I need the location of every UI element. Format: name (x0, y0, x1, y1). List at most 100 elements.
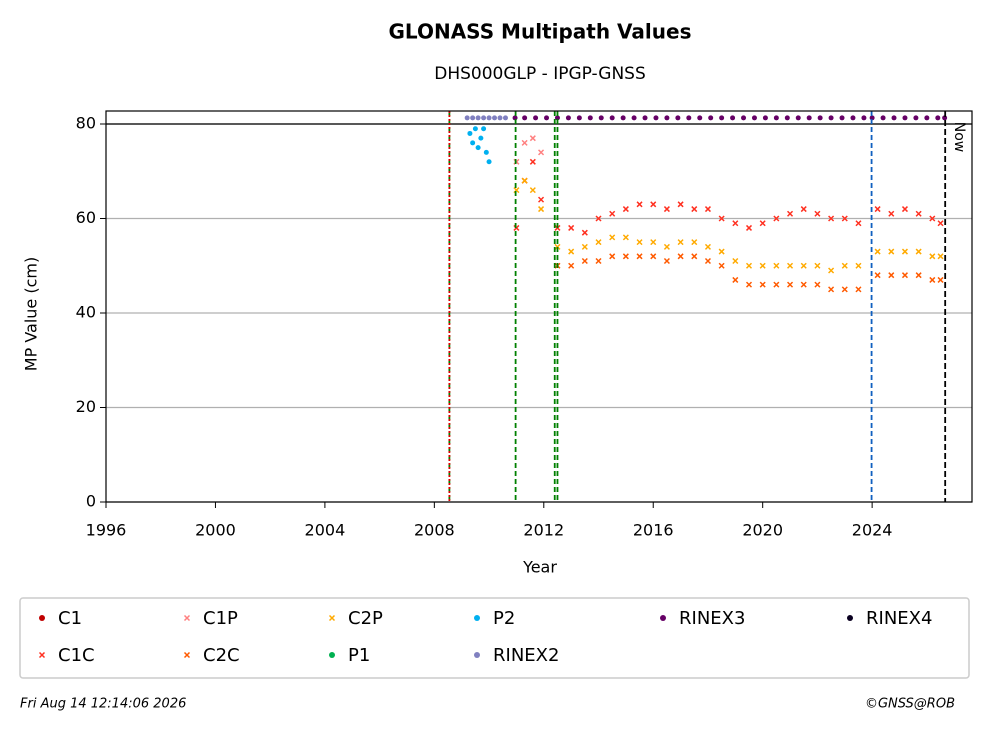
data-point (841, 215, 848, 222)
data-point (730, 115, 736, 121)
data-point (483, 149, 489, 155)
data-point (521, 139, 528, 146)
data-point (609, 253, 616, 260)
data-point (924, 115, 930, 121)
data-point (901, 272, 908, 279)
y-tick-label: 60 (76, 208, 96, 227)
data-point (828, 286, 835, 293)
data-point (937, 220, 944, 227)
data-point (486, 115, 492, 121)
data-point (492, 115, 498, 121)
data-point (855, 220, 862, 227)
x-tick-label: 2016 (633, 521, 674, 540)
data-point (598, 115, 604, 121)
data-point (874, 248, 881, 255)
data-point (565, 115, 571, 121)
data-point (650, 201, 657, 208)
legend-marker (660, 615, 666, 621)
data-point (704, 206, 711, 213)
data-point (745, 281, 753, 288)
data-point (741, 115, 747, 121)
data-point (581, 229, 588, 236)
data-point (874, 272, 881, 279)
data-point (538, 196, 545, 203)
data-point (475, 115, 481, 121)
data-point (544, 115, 550, 121)
legend-label: RINEX2 (493, 645, 559, 666)
data-point (568, 248, 575, 255)
data-point (486, 159, 492, 165)
data-point (677, 253, 684, 260)
data-point (902, 115, 908, 121)
data-point (595, 215, 602, 222)
data-point (538, 206, 545, 213)
x-tick-label: 2004 (305, 521, 346, 540)
data-point (595, 257, 602, 265)
legend-label: RINEX3 (679, 608, 745, 629)
data-point (691, 239, 698, 246)
data-point (620, 115, 626, 121)
data-point (915, 272, 922, 279)
data-point (937, 276, 944, 283)
data-point (533, 115, 539, 121)
legend-label: RINEX4 (866, 608, 932, 629)
legend-label: P2 (493, 608, 515, 629)
data-point (828, 115, 834, 121)
footer-date: Fri Aug 14 12:14:06 2026 (20, 697, 186, 712)
data-point (814, 262, 821, 269)
data-point (773, 115, 779, 121)
data-point (759, 220, 766, 227)
data-point (609, 210, 616, 217)
data-point (888, 210, 895, 217)
data-point (470, 140, 476, 146)
data-point (677, 239, 684, 246)
data-point (686, 115, 692, 121)
data-point (576, 115, 582, 121)
data-point (773, 262, 780, 269)
data-point (850, 115, 856, 121)
data-point (787, 210, 794, 217)
x-tick-label: 2008 (414, 521, 455, 540)
data-point (861, 115, 867, 121)
legend-marker (328, 614, 336, 622)
data-point (622, 234, 629, 241)
data-point (691, 206, 698, 213)
data-point (718, 215, 725, 222)
data-point (704, 243, 711, 250)
data-point (704, 257, 711, 265)
x-tick-label: 2012 (523, 521, 564, 540)
data-point (663, 257, 670, 265)
data-point (806, 115, 812, 121)
data-point (929, 215, 936, 222)
data-point (773, 215, 780, 222)
data-point (888, 272, 895, 279)
data-point (935, 115, 941, 121)
data-point (636, 253, 643, 260)
data-point (828, 267, 835, 274)
data-point (800, 281, 807, 288)
data-point (554, 243, 561, 250)
data-point (929, 276, 936, 283)
legend-marker (39, 615, 45, 621)
data-point (538, 149, 545, 156)
data-point (732, 220, 739, 227)
data-point (478, 135, 484, 141)
data-point (568, 262, 575, 269)
data-point (745, 262, 753, 269)
data-point (708, 115, 714, 121)
data-point (841, 286, 848, 293)
data-point (622, 253, 629, 260)
data-point (663, 243, 670, 250)
data-point (481, 115, 487, 121)
y-tick-label: 40 (76, 302, 96, 321)
data-point (759, 262, 766, 269)
data-point (622, 206, 629, 213)
data-point (814, 281, 821, 288)
data-point (636, 201, 643, 208)
data-point (631, 115, 637, 121)
data-point (595, 239, 602, 246)
data-point (636, 239, 643, 246)
data-point (522, 115, 528, 121)
data-point (467, 130, 473, 136)
